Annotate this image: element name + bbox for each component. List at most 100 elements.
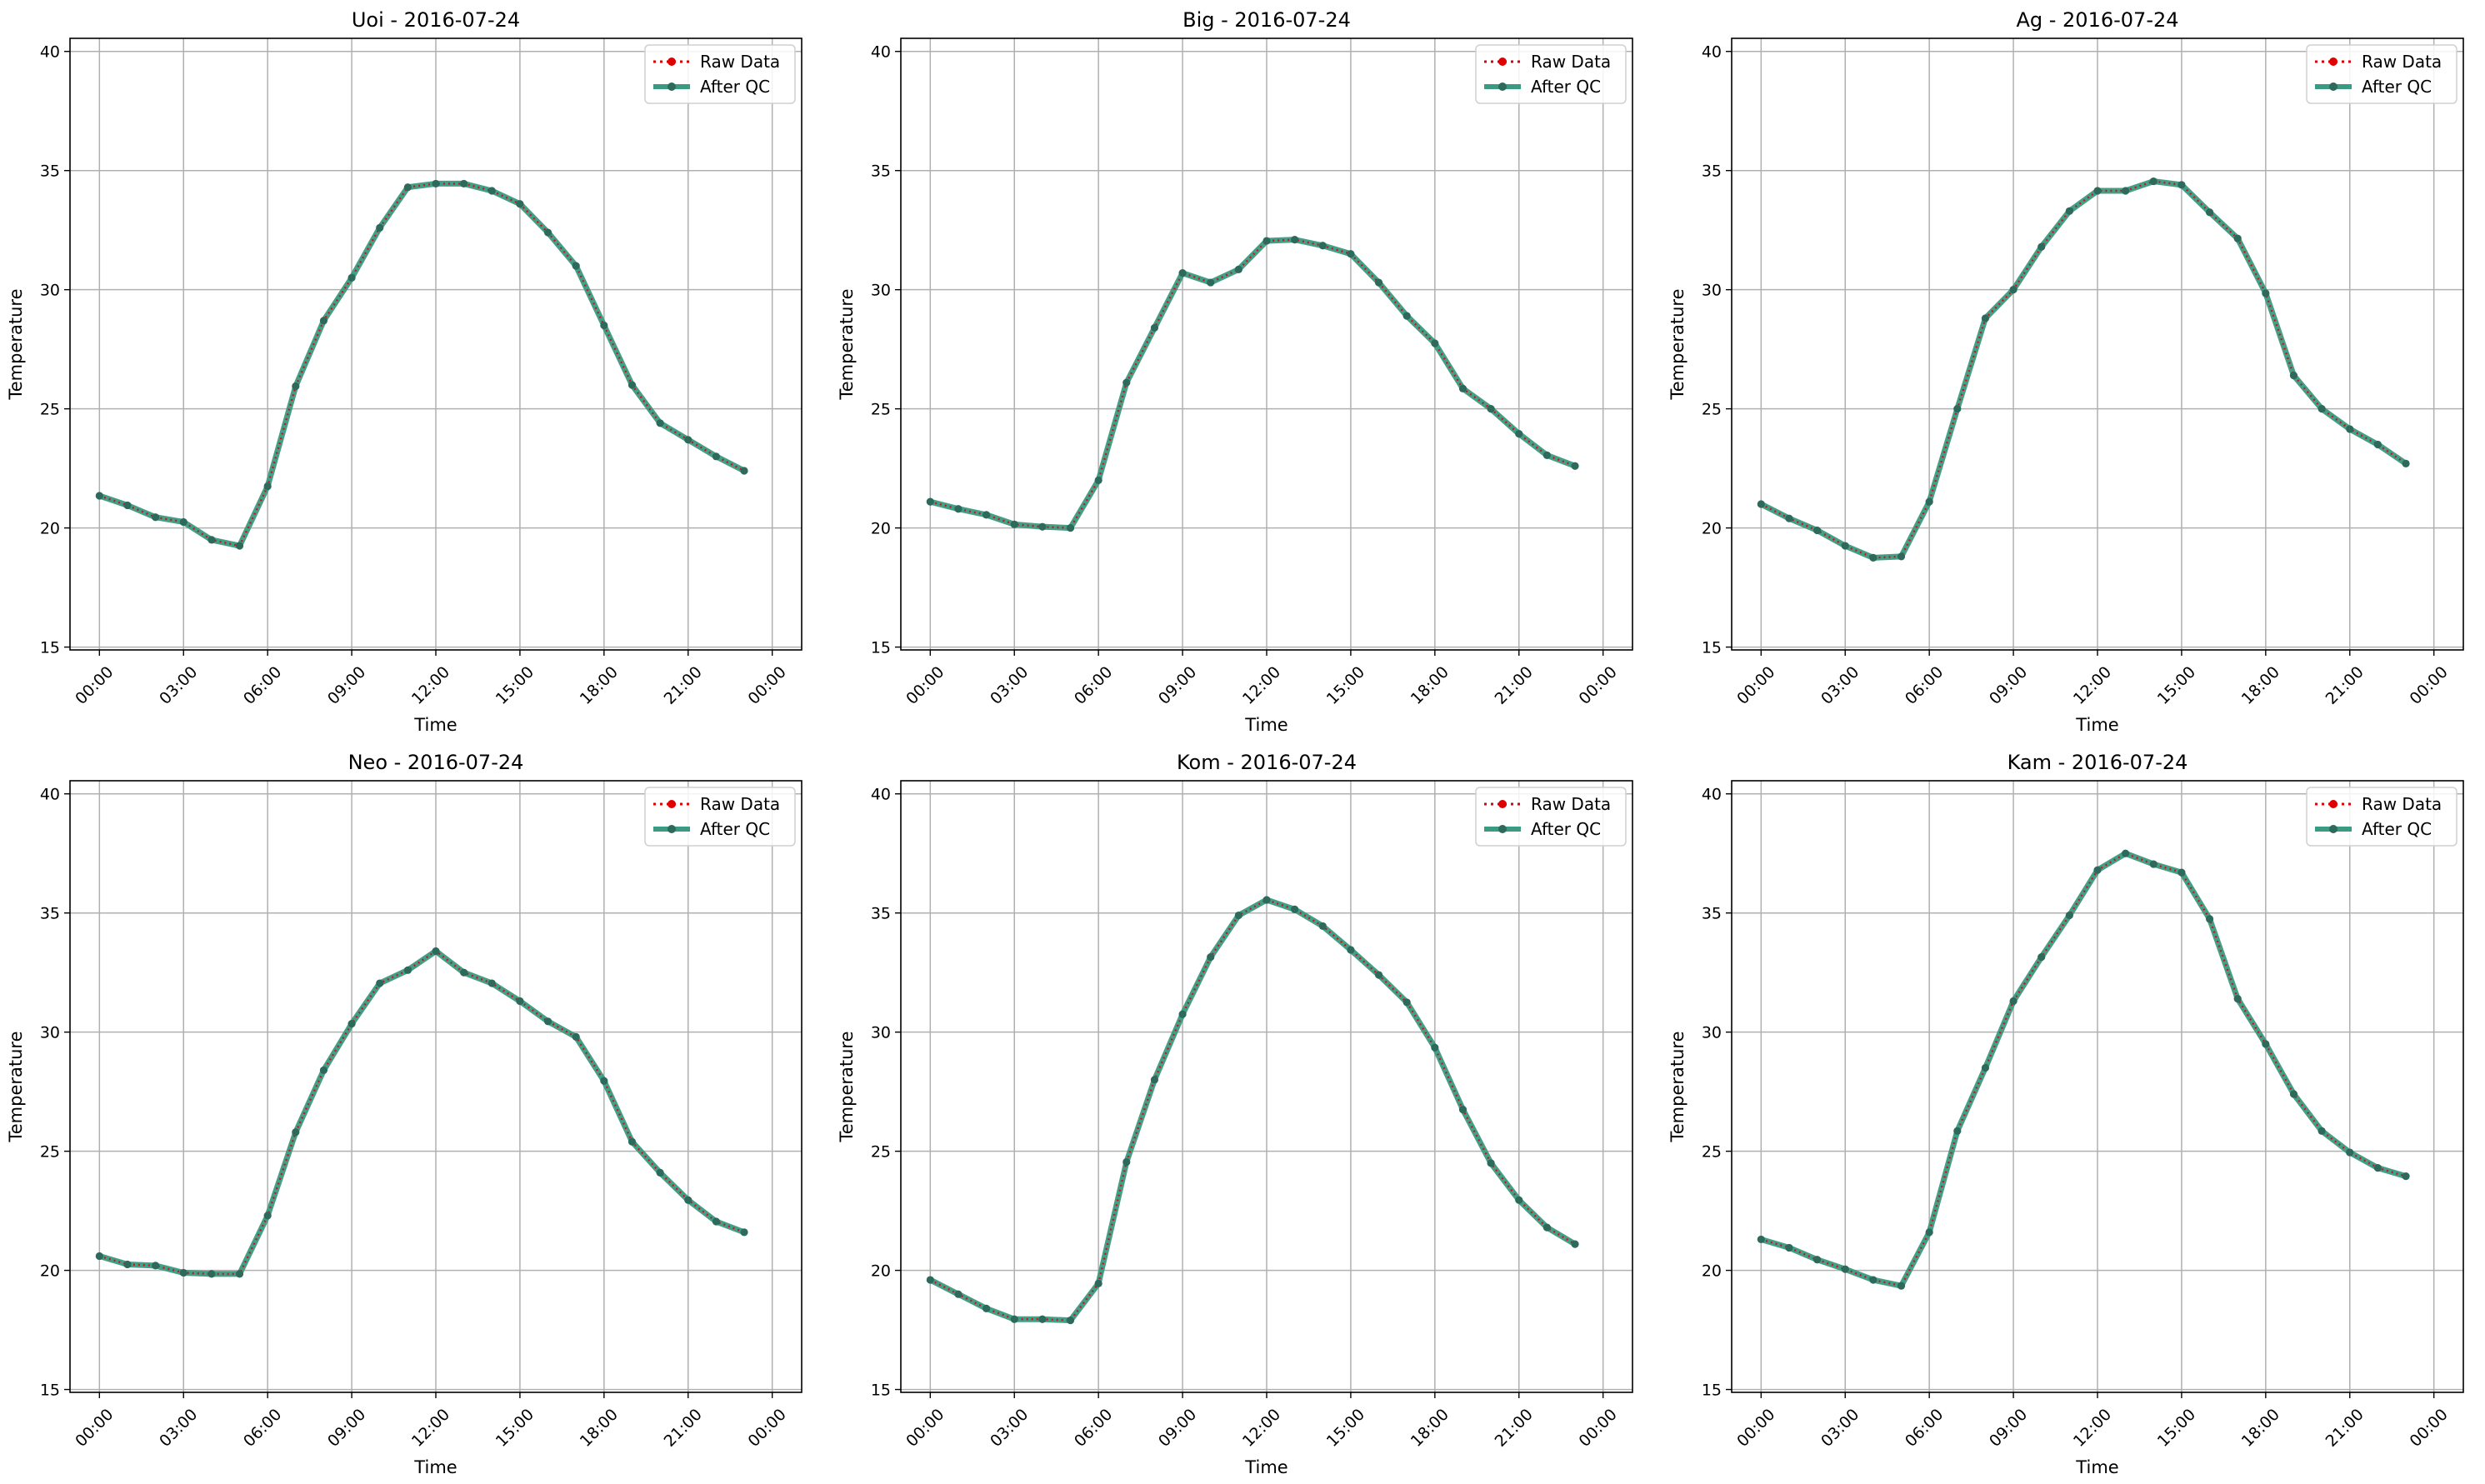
x-tick-label: 00:00 [1733, 663, 1778, 708]
panel-title: Neo - 2016-07-24 [348, 751, 524, 774]
data-point-after-qc [1869, 1276, 1878, 1284]
legend-marker-raw-data [1498, 800, 1507, 808]
data-point-after-qc [982, 1304, 991, 1312]
x-axis-label: Time [2075, 1457, 2118, 1477]
x-tick-label: 18:00 [2238, 663, 2283, 708]
x-tick-label: 00:00 [72, 663, 117, 708]
y-tick-label: 15 [40, 1382, 60, 1400]
legend-marker-raw-data [668, 800, 676, 808]
data-point-after-qc [1981, 314, 1990, 322]
legend-label-raw-data: Raw Data [2362, 794, 2442, 814]
data-point-after-qc [1571, 1240, 1579, 1248]
legend-marker-after-qc [2329, 825, 2338, 833]
data-point-after-qc [1178, 269, 1187, 277]
x-tick-label: 06:00 [1071, 663, 1116, 708]
gridlines [1732, 38, 2463, 650]
data-point-after-qc [656, 1168, 664, 1177]
y-tick-label: 30 [871, 1024, 891, 1042]
subplot-0: Uoi - 2016-07-24 15 20 25 30 35 40 00:00 03:00 06… [6, 8, 802, 735]
data-point-after-qc [1757, 500, 1765, 508]
data-point-after-qc [1150, 1076, 1159, 1084]
legend-marker-after-qc [1498, 82, 1507, 91]
series-line-raw-data [98, 182, 745, 547]
data-point-after-qc [2346, 1148, 2354, 1157]
data-point-after-qc [1262, 896, 1271, 904]
x-tick-label: 03:00 [156, 663, 201, 708]
panel-title: Ag - 2016-07-24 [2016, 8, 2178, 32]
data-point-after-qc [954, 1290, 962, 1298]
y-tick-label: 25 [40, 401, 60, 419]
data-point-after-qc [292, 382, 300, 391]
data-point-after-qc [403, 966, 412, 974]
data-point-after-qc [376, 223, 384, 232]
x-tick-label: 00:00 [2407, 663, 2452, 708]
data-point-after-qc [2065, 207, 2073, 215]
data-point-after-qc [1066, 1317, 1075, 1325]
y-axis-label: Temperature [837, 288, 857, 400]
data-point-after-qc [2065, 911, 2073, 920]
y-tick-label: 40 [871, 43, 891, 62]
data-point-after-qc [2346, 425, 2354, 433]
data-point-after-qc [1318, 242, 1327, 250]
data-point-after-qc [2122, 849, 2130, 857]
y-tick-label: 20 [871, 1262, 891, 1281]
data-point-after-qc [1571, 462, 1579, 470]
legend-label-after-qc: After QC [700, 77, 770, 97]
y-tick-label: 25 [1702, 401, 1722, 419]
data-point-after-qc [1122, 378, 1131, 387]
y-tick-label: 40 [871, 786, 891, 804]
data-point-after-qc [572, 262, 580, 270]
data-point-after-qc [1207, 952, 1215, 962]
y-tick-label: 25 [871, 401, 891, 419]
x-axis-label: Time [1244, 1457, 1288, 1477]
legend-label-raw-data: Raw Data [700, 794, 780, 814]
legend-marker-raw-data [668, 57, 676, 66]
data-point-after-qc [1981, 1063, 1990, 1072]
x-axis-label: Time [413, 1457, 457, 1477]
legend-marker-after-qc [668, 82, 676, 91]
x-tick-label: 18:00 [1408, 1406, 1452, 1451]
data-point-after-qc [1038, 1315, 1047, 1323]
data-point-after-qc [208, 536, 216, 544]
x-tick-label: 00:00 [745, 1406, 790, 1451]
data-point-after-qc [982, 511, 991, 519]
y-tick-label: 35 [871, 162, 891, 181]
y-tick-label: 20 [40, 520, 60, 538]
data-point-after-qc [600, 321, 608, 330]
y-tick-label: 20 [1702, 1262, 1722, 1281]
series-line-after-qc [1758, 178, 2409, 561]
data-point-after-qc [1542, 1223, 1551, 1232]
data-point-after-qc [1542, 451, 1551, 459]
data-point-after-qc [1122, 1157, 1131, 1167]
y-axis-label: Temperature [6, 288, 26, 400]
x-tick-label: 09:00 [324, 1406, 369, 1451]
data-point-after-qc [2233, 995, 2242, 1003]
y-axis-label: Temperature [1668, 1031, 1688, 1142]
data-point-after-qc [2093, 866, 2102, 874]
x-tick-label: 00:00 [745, 663, 790, 708]
series-line-after-qc [927, 237, 1578, 532]
legend-label-raw-data: Raw Data [1531, 794, 1611, 814]
x-tick-label: 12:00 [1239, 1406, 1284, 1451]
data-point-after-qc [740, 1228, 748, 1237]
x-tick-label: 15:00 [1323, 663, 1368, 708]
data-point-after-qc [1431, 339, 1439, 347]
data-point-after-qc [656, 419, 664, 427]
x-tick-label: 12:00 [2070, 1406, 2115, 1451]
data-point-after-qc [292, 1128, 300, 1137]
x-tick-label: 06:00 [1071, 1406, 1116, 1451]
data-point-after-qc [263, 482, 272, 491]
data-point-after-qc [1207, 278, 1215, 287]
data-point-after-qc [1515, 430, 1523, 438]
data-point-after-qc [1813, 1256, 1822, 1264]
data-point-after-qc [1150, 323, 1159, 332]
y-tick-label: 20 [1702, 520, 1722, 538]
series-line-raw-data [930, 238, 1576, 529]
data-point-after-qc [460, 968, 468, 977]
data-point-after-qc [1262, 237, 1271, 245]
x-tick-label: 09:00 [1155, 1406, 1200, 1451]
data-point-after-qc [432, 179, 440, 188]
y-tick-label: 35 [1702, 905, 1722, 923]
data-point-after-qc [1785, 1243, 1793, 1252]
series-line-raw-data [1760, 852, 2407, 1287]
